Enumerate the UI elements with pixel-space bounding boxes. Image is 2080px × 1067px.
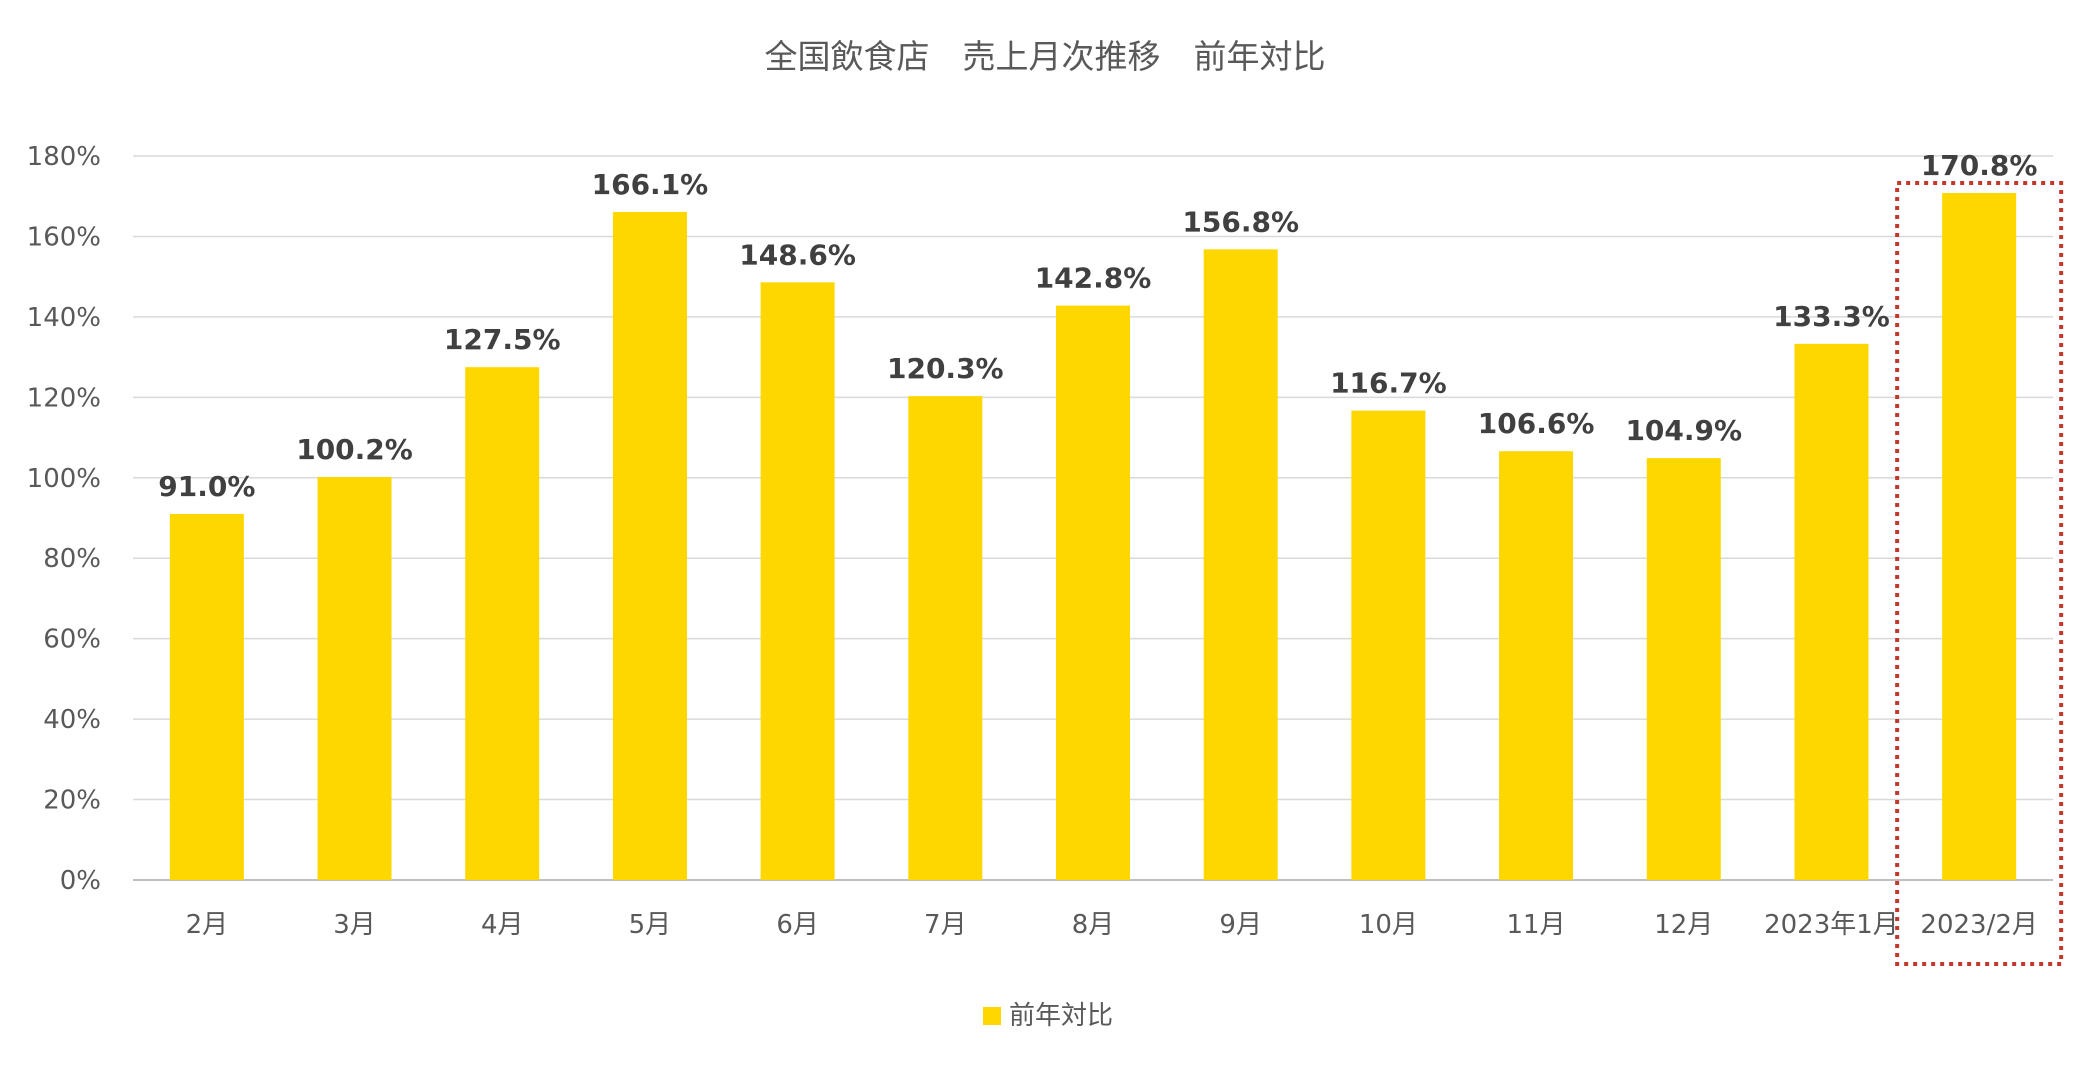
x-tick-label: 3月 [333,910,376,940]
legend-swatch [983,1007,1001,1025]
chart-title: 全国飲食店 売上月次推移 前年対比 [765,37,1326,76]
y-tick-label: 0% [60,866,101,896]
data-label: 127.5% [444,323,561,356]
y-tick-label: 160% [27,222,101,252]
bar [612,211,687,881]
bar [1056,305,1130,880]
highlight-box [1895,181,2064,966]
x-tick-label: 7月 [924,910,967,940]
x-tick-label: 11月 [1507,910,1566,940]
y-tick-label: 80% [43,544,101,574]
y-tick-label: 60% [43,625,101,655]
data-label: 116.7% [1330,367,1447,400]
x-tick-label: 10月 [1359,910,1418,940]
data-label: 100.2% [296,433,413,466]
data-labels: 91.0% 100.2% 127.5% 166.1% 148.6% 120.3% 142.8… [158,149,2037,503]
data-label: 106.6% [1478,407,1595,440]
x-tick-label: 2023年1月 [1764,910,1899,940]
x-tick-label: 2023/2月 [1920,910,2037,940]
highlight-frame [1895,181,2064,966]
data-label: 148.6% [739,238,856,271]
bar [169,513,244,880]
bar [908,396,983,880]
x-tick-label: 2月 [186,910,229,940]
y-axis-ticks: 0% 20% 40% 60% 80% 100% 120% 140% 160% 180% [27,142,101,896]
y-tick-label: 100% [27,464,101,494]
data-label: 166.1% [592,168,709,201]
data-label: 156.8% [1182,205,1299,238]
data-label: 170.8% [1921,149,2038,182]
data-label: 142.8% [1035,262,1152,295]
x-tick-label: 12月 [1654,910,1713,940]
bar [1942,193,2017,880]
y-tick-label: 20% [43,786,101,816]
legend: 前年対比 [983,1001,1113,1031]
data-label: 120.3% [887,352,1004,385]
x-tick-label: 8月 [1072,910,1115,940]
x-axis-ticks: 2月 3月 4月 5月 6月 7月 8月 9月 10月 11月 12月 2023年1月 2023/2月 [186,910,2038,940]
bar [1203,249,1278,880]
y-tick-label: 40% [43,705,101,735]
y-tick-label: 140% [27,303,101,333]
data-label: 133.3% [1773,300,1890,333]
y-tick-label: 180% [27,142,101,172]
bar [1646,458,1721,880]
data-label: 104.9% [1625,414,1742,447]
bar [760,282,835,880]
y-tick-label: 120% [27,383,101,413]
x-tick-label: 9月 [1219,910,1262,940]
legend-label: 前年対比 [1009,1001,1113,1031]
bar [1794,343,1869,880]
bar [1351,410,1426,880]
bar [465,367,540,881]
x-tick-label: 6月 [776,910,819,940]
data-label: 91.0% [158,470,255,503]
bars [169,193,2017,881]
x-tick-label: 4月 [481,910,524,940]
x-tick-label: 5月 [629,910,672,940]
bar [1499,451,1574,880]
bar [317,476,392,880]
